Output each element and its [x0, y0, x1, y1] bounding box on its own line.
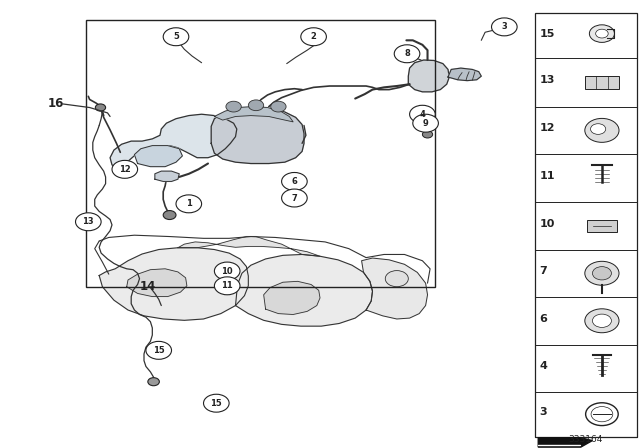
Text: 12: 12	[119, 165, 131, 174]
Circle shape	[301, 28, 326, 46]
Text: 5: 5	[173, 32, 179, 41]
Circle shape	[593, 314, 611, 327]
Circle shape	[76, 213, 101, 231]
Text: 7: 7	[292, 194, 297, 202]
Text: 10: 10	[221, 267, 233, 276]
Text: 16: 16	[48, 97, 65, 111]
FancyBboxPatch shape	[584, 76, 620, 89]
Text: 13: 13	[83, 217, 94, 226]
Polygon shape	[155, 171, 179, 181]
Polygon shape	[99, 248, 248, 320]
Circle shape	[585, 309, 619, 333]
Text: 3: 3	[540, 407, 547, 417]
Circle shape	[385, 271, 408, 287]
Circle shape	[591, 124, 605, 134]
Text: 9: 9	[423, 119, 428, 128]
Circle shape	[394, 45, 420, 63]
Text: 6: 6	[291, 177, 298, 186]
Circle shape	[271, 101, 286, 112]
Polygon shape	[362, 258, 428, 319]
Circle shape	[413, 114, 438, 132]
Circle shape	[593, 267, 611, 280]
Circle shape	[163, 28, 189, 46]
Circle shape	[214, 277, 240, 295]
Circle shape	[112, 160, 138, 178]
Text: 11: 11	[540, 171, 555, 181]
Text: 4: 4	[540, 361, 547, 371]
Circle shape	[422, 131, 433, 138]
Circle shape	[589, 25, 614, 43]
Polygon shape	[127, 269, 187, 297]
Circle shape	[282, 189, 307, 207]
Polygon shape	[448, 68, 481, 81]
Text: 11: 11	[221, 281, 233, 290]
Circle shape	[214, 262, 240, 280]
Text: 15: 15	[153, 346, 164, 355]
Text: 13: 13	[540, 75, 555, 85]
Text: 15: 15	[211, 399, 222, 408]
Text: 14: 14	[140, 280, 156, 293]
Text: 3: 3	[502, 22, 507, 31]
Text: 10: 10	[540, 219, 555, 228]
Text: 2: 2	[310, 32, 317, 41]
Text: 15: 15	[540, 29, 555, 39]
Polygon shape	[236, 254, 372, 326]
Circle shape	[596, 29, 608, 38]
Text: 12: 12	[540, 123, 555, 133]
Circle shape	[163, 211, 176, 220]
FancyBboxPatch shape	[587, 220, 617, 232]
Polygon shape	[110, 114, 237, 171]
Circle shape	[492, 18, 517, 36]
Text: 6: 6	[540, 314, 547, 323]
Text: 7: 7	[540, 266, 547, 276]
Circle shape	[176, 195, 202, 213]
Polygon shape	[134, 146, 182, 167]
Text: 333164: 333164	[569, 435, 603, 444]
Circle shape	[248, 100, 264, 111]
FancyBboxPatch shape	[535, 13, 637, 437]
Text: 4: 4	[419, 110, 426, 119]
Circle shape	[226, 101, 241, 112]
Circle shape	[282, 172, 307, 190]
Polygon shape	[178, 237, 320, 256]
Polygon shape	[264, 281, 320, 314]
Circle shape	[95, 104, 106, 111]
Circle shape	[410, 105, 435, 123]
Circle shape	[585, 261, 619, 285]
Circle shape	[146, 341, 172, 359]
Text: 8: 8	[404, 49, 410, 58]
Polygon shape	[538, 438, 593, 447]
Circle shape	[585, 118, 619, 142]
Polygon shape	[211, 108, 304, 164]
Polygon shape	[214, 107, 293, 122]
Polygon shape	[408, 60, 449, 92]
Circle shape	[148, 378, 159, 386]
Text: 1: 1	[186, 199, 192, 208]
Circle shape	[204, 394, 229, 412]
